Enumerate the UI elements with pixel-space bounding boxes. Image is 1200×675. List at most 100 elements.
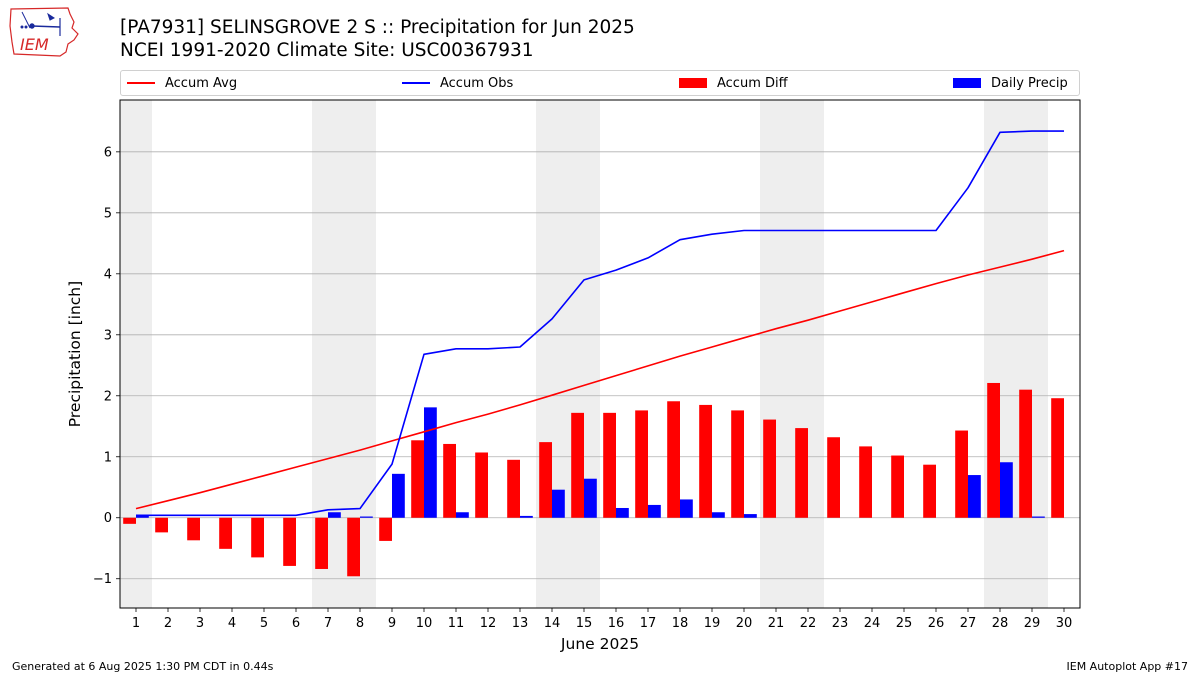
bar-accum-diff xyxy=(955,430,968,518)
bar-daily-precip xyxy=(1032,516,1045,518)
bar-daily-precip xyxy=(424,407,437,518)
legend-item-daily-precip: Daily Precip xyxy=(953,71,1068,95)
x-tick-label: 14 xyxy=(544,616,561,631)
x-tick-label: 16 xyxy=(608,616,625,631)
bar-accum-diff xyxy=(795,428,808,518)
x-tick-label: 18 xyxy=(672,616,689,631)
chart-legend: Accum Avg Accum Obs Accum Diff Daily Pre… xyxy=(120,70,1080,96)
y-tick-label: 3 xyxy=(104,328,112,343)
bar-accum-diff xyxy=(251,517,264,558)
weather-station-icon xyxy=(20,11,61,36)
legend-item-accum-obs: Accum Obs xyxy=(402,71,513,95)
x-tick-label: 26 xyxy=(928,616,945,631)
x-tick-label: 6 xyxy=(292,616,300,631)
x-tick-label: 17 xyxy=(640,616,657,631)
x-tick-label: 24 xyxy=(864,616,881,631)
plot-frame xyxy=(119,99,1081,609)
y-tick-label: 2 xyxy=(104,389,112,404)
weekend-band xyxy=(1016,100,1048,608)
bar-accum-diff xyxy=(827,437,840,518)
bar-accum-diff xyxy=(923,464,936,518)
y-axis-label: Precipitation [inch] xyxy=(66,281,84,427)
bar-daily-precip xyxy=(392,473,405,518)
legend-swatch-accum-diff xyxy=(679,78,707,88)
footer-generated: Generated at 6 Aug 2025 1:30 PM CDT in 0… xyxy=(12,660,274,673)
bar-daily-precip xyxy=(968,475,981,518)
line-accum-obs xyxy=(136,130,1064,517)
bar-accum-diff xyxy=(283,517,296,566)
bar-daily-precip xyxy=(584,478,597,518)
logo-text: IEM xyxy=(20,35,49,54)
x-tick-label: 28 xyxy=(992,616,1009,631)
bar-daily-precip xyxy=(744,514,757,518)
bar-accum-diff xyxy=(539,442,552,518)
bar-accum-diff xyxy=(507,459,520,518)
bar-accum-diff xyxy=(763,419,776,518)
bar-accum-diff xyxy=(123,517,136,524)
bar-daily-precip xyxy=(456,512,469,518)
weekend-band xyxy=(120,100,152,608)
x-tick-label: 19 xyxy=(704,616,721,631)
bar-accum-diff xyxy=(475,452,488,518)
x-tick-label: 8 xyxy=(356,616,364,631)
bar-daily-precip xyxy=(136,515,149,518)
x-tick-label: 2 xyxy=(164,616,172,631)
x-tick-label: 25 xyxy=(896,616,913,631)
legend-label-daily-precip: Daily Precip xyxy=(991,75,1068,91)
bar-accum-diff xyxy=(347,517,360,577)
legend-label-accum-diff: Accum Diff xyxy=(717,75,788,91)
iowa-outline xyxy=(9,7,79,57)
x-tick-label: 15 xyxy=(576,616,593,631)
weekend-band xyxy=(984,100,1016,608)
x-tick-label: 13 xyxy=(512,616,529,631)
x-tick-label: 1 xyxy=(132,616,140,631)
bar-accum-diff xyxy=(1051,398,1064,518)
legend-swatch-daily-precip xyxy=(953,78,981,88)
y-tick-label: 4 xyxy=(104,267,112,282)
chart-subtitle: NCEI 1991-2020 Climate Site: USC00367931 xyxy=(120,40,534,61)
legend-swatch-accum-obs xyxy=(402,82,430,84)
chart-title: [PA7931] SELINSGROVE 2 S :: Precipitatio… xyxy=(120,17,635,38)
weekend-band xyxy=(536,100,568,608)
y-tick-label: 1 xyxy=(104,450,112,465)
bar-accum-diff xyxy=(1019,389,1032,518)
x-tick-label: 10 xyxy=(416,616,433,631)
x-tick-label: 11 xyxy=(448,616,465,631)
x-tick-label: 3 xyxy=(196,616,204,631)
bar-accum-diff xyxy=(987,382,1000,518)
y-tick-label: 0 xyxy=(104,511,112,526)
x-tick-label: 23 xyxy=(832,616,849,631)
legend-swatch-accum-avg xyxy=(127,82,155,84)
x-tick-label: 7 xyxy=(324,616,332,631)
bar-accum-diff xyxy=(219,517,232,549)
x-tick-label: 21 xyxy=(768,616,785,631)
bar-daily-precip xyxy=(520,515,533,518)
bar-accum-diff xyxy=(731,410,744,518)
weekend-band xyxy=(568,100,600,608)
bar-accum-diff xyxy=(155,517,168,533)
line-accum-avg xyxy=(135,249,1065,510)
bar-accum-diff xyxy=(699,404,712,518)
bar-daily-precip xyxy=(360,516,373,518)
x-tick-label: 29 xyxy=(1024,616,1041,631)
bar-accum-diff xyxy=(411,440,424,518)
x-tick-label: 12 xyxy=(480,616,497,631)
x-tick-label: 20 xyxy=(736,616,753,631)
iem-logo: IEM xyxy=(9,7,79,57)
legend-item-accum-avg: Accum Avg xyxy=(127,71,237,95)
bar-accum-diff xyxy=(667,401,680,518)
weekend-band xyxy=(344,100,376,608)
bar-daily-precip xyxy=(680,499,693,518)
weekend-band xyxy=(312,100,344,608)
x-tick-label: 4 xyxy=(228,616,236,631)
x-tick-label: 5 xyxy=(260,616,268,631)
footer-app: IEM Autoplot App #17 xyxy=(1066,660,1189,673)
bar-accum-diff xyxy=(571,412,584,518)
y-tick-label: 5 xyxy=(104,206,112,221)
bar-daily-precip xyxy=(712,512,725,518)
bar-accum-diff xyxy=(379,517,392,541)
bar-daily-precip xyxy=(648,504,661,518)
bar-accum-diff xyxy=(859,446,872,518)
x-axis-label: June 2025 xyxy=(560,635,639,653)
